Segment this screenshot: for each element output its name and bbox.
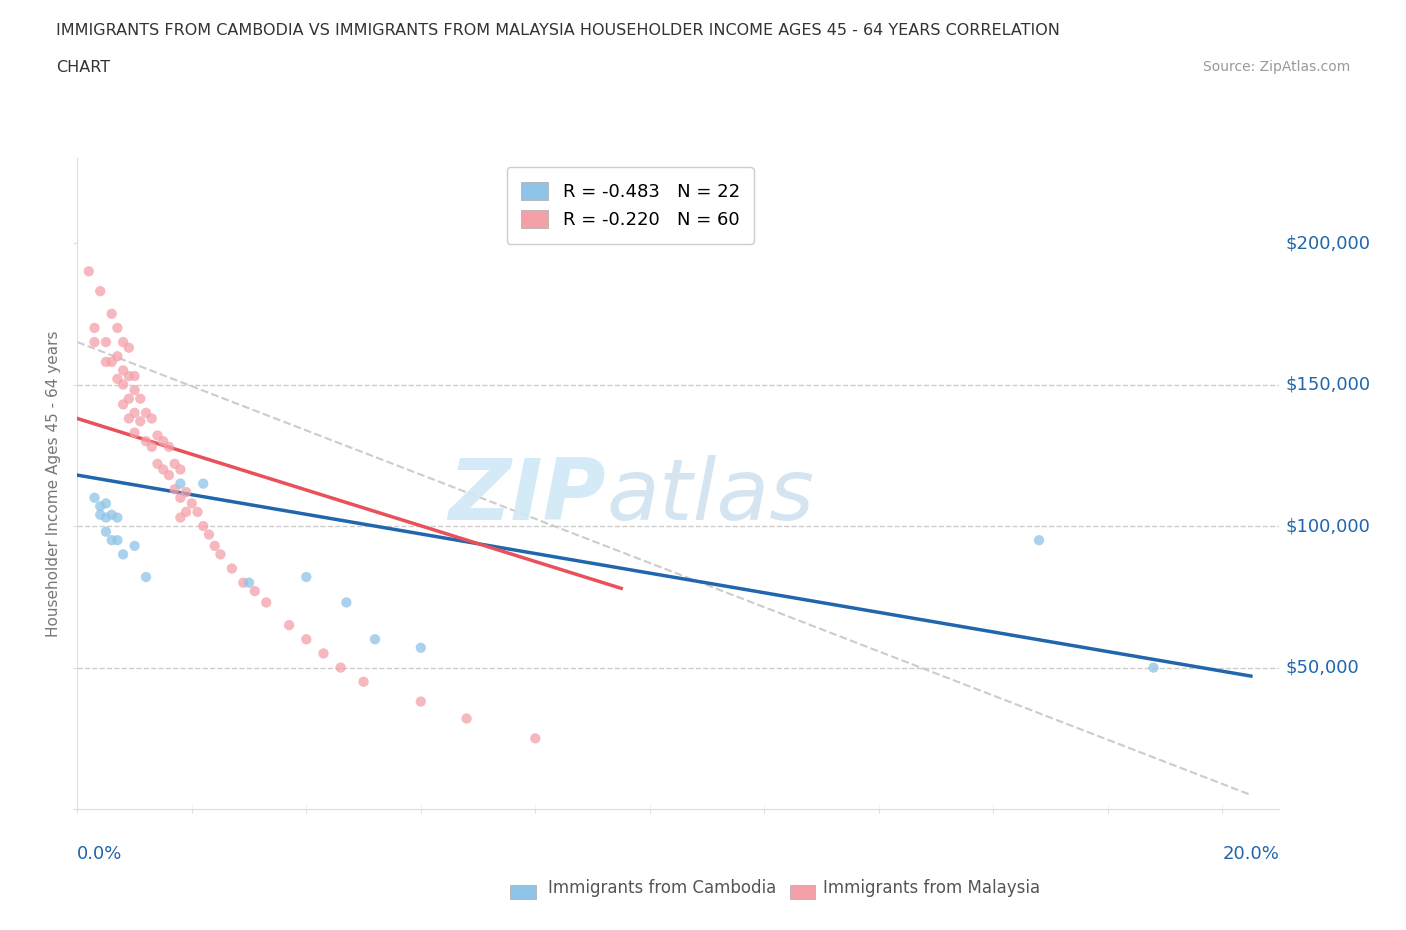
Text: 20.0%: 20.0%	[1223, 844, 1279, 863]
Point	[94, 511, 117, 525]
Point	[335, 595, 357, 610]
Point	[100, 507, 122, 522]
Point	[163, 482, 186, 497]
Point	[295, 631, 318, 646]
Point	[83, 490, 105, 505]
Point	[146, 428, 169, 443]
Point	[107, 371, 129, 386]
Point	[152, 433, 174, 448]
Point	[157, 439, 180, 454]
Point	[169, 511, 191, 525]
Point	[107, 321, 129, 336]
Point	[89, 284, 111, 299]
Point	[100, 533, 122, 548]
Point	[169, 476, 191, 491]
Point	[1142, 660, 1164, 675]
Point	[232, 576, 254, 591]
Point	[124, 538, 146, 553]
Point	[83, 321, 105, 336]
Point	[146, 457, 169, 472]
Point	[141, 439, 163, 454]
Point	[89, 507, 111, 522]
Point	[129, 414, 152, 429]
Point	[112, 397, 135, 412]
Text: $100,000: $100,000	[1285, 517, 1371, 535]
Point	[124, 425, 146, 440]
Point	[209, 547, 232, 562]
Point	[135, 433, 157, 448]
Text: 0.0%: 0.0%	[77, 844, 122, 863]
Point	[198, 527, 221, 542]
Point	[152, 462, 174, 477]
Point	[312, 646, 335, 661]
Text: Immigrants from Cambodia: Immigrants from Cambodia	[548, 879, 776, 897]
Point	[135, 405, 157, 420]
Point	[204, 538, 226, 553]
Point	[456, 711, 478, 726]
Point	[89, 498, 111, 513]
Legend: R = -0.483   N = 22, R = -0.220   N = 60: R = -0.483 N = 22, R = -0.220 N = 60	[506, 167, 754, 244]
Point	[83, 335, 105, 350]
Point	[112, 335, 135, 350]
Point	[107, 511, 129, 525]
Point	[112, 547, 135, 562]
Point	[1028, 533, 1050, 548]
Point	[238, 576, 260, 591]
Point	[157, 468, 180, 483]
Text: Source: ZipAtlas.com: Source: ZipAtlas.com	[1202, 60, 1350, 74]
Point	[112, 363, 135, 378]
Point	[193, 519, 215, 534]
Point	[94, 354, 117, 369]
Point	[329, 660, 352, 675]
Point	[221, 561, 243, 576]
Point	[118, 340, 141, 355]
Point	[364, 631, 387, 646]
Point	[163, 457, 186, 472]
Point	[129, 392, 152, 406]
Point	[107, 533, 129, 548]
Point	[353, 674, 375, 689]
Point	[169, 490, 191, 505]
Point	[77, 264, 100, 279]
Point	[118, 411, 141, 426]
Point	[124, 405, 146, 420]
Point	[100, 354, 122, 369]
Point	[94, 525, 117, 539]
Point	[409, 694, 432, 709]
Point	[254, 595, 277, 610]
Text: ZIP: ZIP	[449, 455, 606, 538]
Point	[193, 476, 215, 491]
Point	[124, 383, 146, 398]
Text: Immigrants from Malaysia: Immigrants from Malaysia	[823, 879, 1039, 897]
Point	[124, 368, 146, 383]
Text: IMMIGRANTS FROM CAMBODIA VS IMMIGRANTS FROM MALAYSIA HOUSEHOLDER INCOME AGES 45 : IMMIGRANTS FROM CAMBODIA VS IMMIGRANTS F…	[56, 23, 1060, 38]
Point	[295, 569, 318, 584]
Point	[107, 349, 129, 364]
Point	[94, 496, 117, 511]
Point	[278, 618, 301, 632]
Point	[112, 377, 135, 392]
Text: atlas: atlas	[606, 455, 814, 538]
Point	[118, 392, 141, 406]
Point	[409, 641, 432, 656]
Point	[118, 368, 141, 383]
Point	[243, 584, 266, 599]
Point	[524, 731, 547, 746]
Text: $150,000: $150,000	[1285, 376, 1371, 393]
Point	[174, 504, 197, 519]
Point	[174, 485, 197, 499]
Point	[94, 335, 117, 350]
Point	[169, 462, 191, 477]
Text: $50,000: $50,000	[1285, 658, 1360, 677]
Y-axis label: Householder Income Ages 45 - 64 years: Householder Income Ages 45 - 64 years	[46, 330, 62, 637]
Text: CHART: CHART	[56, 60, 110, 75]
Point	[100, 306, 122, 321]
Point	[141, 411, 163, 426]
Point	[180, 496, 202, 511]
Point	[186, 504, 209, 519]
Point	[135, 569, 157, 584]
Text: $200,000: $200,000	[1285, 234, 1371, 252]
